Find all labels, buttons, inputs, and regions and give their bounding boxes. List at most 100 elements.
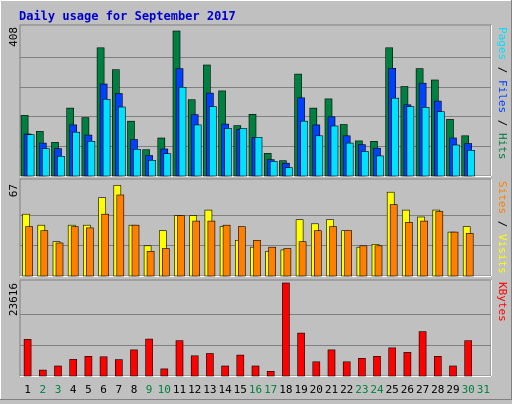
bar-pages-day-1 xyxy=(26,134,35,177)
bar-kbytes-day-10 xyxy=(160,368,169,377)
bar-sites-day-17 xyxy=(268,246,277,277)
legend-part: / xyxy=(496,113,509,133)
bar-pages-day-4 xyxy=(72,131,80,177)
x-label-day-9: 9 xyxy=(146,383,153,396)
bar-kbytes-day-25 xyxy=(388,347,397,377)
x-label-day-22: 22 xyxy=(340,383,353,396)
bar-sites-day-7 xyxy=(116,194,125,277)
bar-kbytes-day-23 xyxy=(358,357,366,377)
chart-title: Daily usage for September 2017 xyxy=(19,9,236,23)
bar-sites-day-27 xyxy=(420,220,428,277)
bar-sites-day-14 xyxy=(222,224,231,277)
bar-pages-day-22 xyxy=(345,142,354,177)
bar-pages-day-8 xyxy=(133,149,141,177)
panel-legend: Sites / Visits xyxy=(496,181,509,274)
x-label-day-26: 26 xyxy=(401,383,414,396)
x-label-day-8: 8 xyxy=(131,383,138,396)
x-label-day-28: 28 xyxy=(431,383,444,396)
x-label-day-7: 7 xyxy=(115,383,122,396)
x-label-day-25: 25 xyxy=(386,383,399,396)
bar-kbytes-day-20 xyxy=(312,361,321,377)
bar-kbytes-day-12 xyxy=(190,355,199,377)
bar-kbytes-day-21 xyxy=(327,349,336,377)
bar-kbytes-day-9 xyxy=(145,338,153,377)
bar-sites-day-16 xyxy=(253,240,261,277)
chart-panels: 408 Pages / Files / Hits 67 Sites / Visits 2… xyxy=(7,24,509,377)
x-label-day-24: 24 xyxy=(370,383,384,396)
x-label-day-15: 15 xyxy=(234,383,247,396)
x-label-day-18: 18 xyxy=(279,383,292,396)
bar-sites-day-19 xyxy=(298,241,307,277)
bar-pages-day-30 xyxy=(467,150,476,177)
x-label-day-5: 5 xyxy=(85,383,92,396)
bar-sites-day-13 xyxy=(207,220,216,277)
x-label-day-14: 14 xyxy=(218,383,232,396)
panel-hits-files-pages: 408 Pages / Files / Hits xyxy=(7,24,509,177)
bar-sites-day-11 xyxy=(177,215,185,277)
x-label-day-16: 16 xyxy=(249,383,262,396)
x-label-day-2: 2 xyxy=(39,383,46,396)
bar-kbytes-day-17 xyxy=(266,370,275,377)
bar-pages-day-12 xyxy=(193,124,202,177)
bar-kbytes-day-14 xyxy=(221,365,229,377)
bar-sites-day-10 xyxy=(162,248,170,277)
bar-kbytes-day-22 xyxy=(342,361,351,377)
bar-sites-day-20 xyxy=(313,230,322,277)
bar-sites-day-12 xyxy=(192,220,200,277)
bar-pages-day-26 xyxy=(406,106,415,177)
legend-part: Pages xyxy=(496,27,509,60)
bar-sites-day-30 xyxy=(465,233,474,277)
bar-pages-day-23 xyxy=(361,151,369,177)
bar-pages-day-13 xyxy=(209,106,217,177)
bar-sites-day-15 xyxy=(238,226,246,277)
bar-sites-day-8 xyxy=(131,224,140,277)
x-label-day-30: 30 xyxy=(462,383,475,396)
x-label-day-20: 20 xyxy=(310,383,323,396)
x-label-day-1: 1 xyxy=(24,383,31,396)
panel-max-label: 67 xyxy=(7,184,20,197)
legend-part: KBytes xyxy=(496,282,509,322)
bar-pages-day-19 xyxy=(300,120,308,177)
bar-sites-day-26 xyxy=(405,222,413,277)
bar-pages-day-27 xyxy=(421,107,430,177)
bar-kbytes-day-4 xyxy=(69,359,77,377)
bar-kbytes-day-28 xyxy=(433,355,442,377)
bar-kbytes-day-30 xyxy=(464,340,473,377)
bar-kbytes-day-27 xyxy=(418,331,427,377)
bar-pages-day-14 xyxy=(224,128,232,177)
bar-pages-day-15 xyxy=(239,128,248,177)
bar-kbytes-day-2 xyxy=(38,369,47,377)
x-label-day-11: 11 xyxy=(173,383,186,396)
bar-sites-day-2 xyxy=(40,230,49,277)
panel-kbytes: 23616 KBytes xyxy=(7,279,509,377)
x-label-day-3: 3 xyxy=(55,383,62,396)
panel-max-label: 23616 xyxy=(7,283,20,316)
legend-part: Sites xyxy=(496,181,509,214)
bar-pages-day-17 xyxy=(269,161,278,177)
bar-kbytes-day-5 xyxy=(84,355,93,377)
bar-pages-day-16 xyxy=(254,137,263,177)
bar-sites-day-21 xyxy=(329,226,337,277)
bar-pages-day-24 xyxy=(376,155,384,177)
bar-sites-day-24 xyxy=(374,245,383,277)
bar-kbytes-day-26 xyxy=(403,352,412,377)
bar-pages-day-3 xyxy=(57,156,65,177)
bar-pages-day-7 xyxy=(118,106,126,177)
bar-pages-day-29 xyxy=(452,144,460,177)
bar-kbytes-day-8 xyxy=(130,349,138,377)
bar-pages-day-9 xyxy=(148,160,156,177)
bar-pages-day-11 xyxy=(178,87,187,177)
bar-pages-day-18 xyxy=(285,167,293,177)
bar-kbytes-day-13 xyxy=(206,353,214,377)
bar-sites-day-9 xyxy=(146,251,155,277)
bar-sites-day-28 xyxy=(435,211,444,277)
bar-sites-day-6 xyxy=(101,213,109,277)
bar-pages-day-5 xyxy=(87,141,96,177)
bar-kbytes-day-16 xyxy=(251,365,260,377)
bar-kbytes-day-19 xyxy=(297,332,305,377)
bar-pages-day-6 xyxy=(102,99,111,177)
x-label-day-6: 6 xyxy=(100,383,107,396)
bar-pages-day-25 xyxy=(391,97,400,177)
